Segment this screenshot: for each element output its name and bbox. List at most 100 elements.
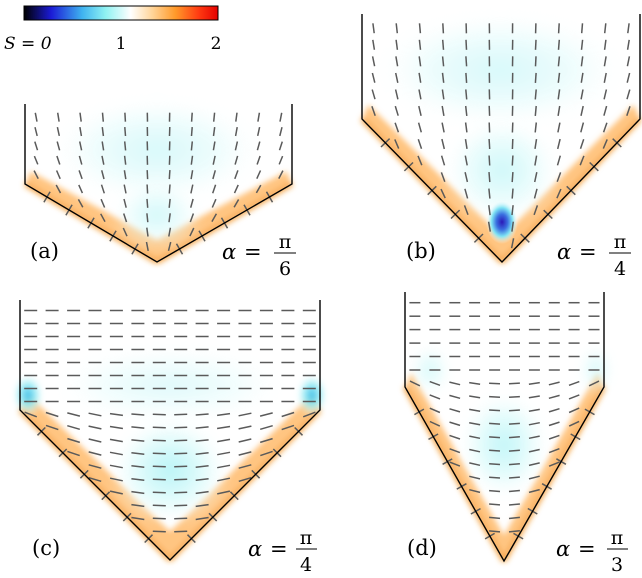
director-b xyxy=(603,72,607,83)
director-b xyxy=(394,72,399,83)
director-a xyxy=(56,155,61,165)
director-b xyxy=(533,205,539,216)
director-d xyxy=(568,407,580,414)
director-c xyxy=(259,437,273,444)
director-b xyxy=(465,89,468,100)
director-c xyxy=(67,412,81,417)
director-d xyxy=(449,434,461,440)
director-b xyxy=(465,39,468,50)
director-a xyxy=(100,184,106,194)
director-a xyxy=(146,184,149,194)
director-b xyxy=(465,72,468,83)
director-a xyxy=(190,155,194,165)
director-d xyxy=(469,448,481,453)
director-a xyxy=(78,155,83,165)
director-d xyxy=(469,488,481,494)
director-a xyxy=(79,112,82,122)
director-c xyxy=(195,477,209,482)
director-c xyxy=(88,438,102,443)
director-c xyxy=(88,476,102,483)
director-c xyxy=(238,476,252,483)
director-d xyxy=(409,380,421,387)
rim-left-a xyxy=(25,171,157,262)
director-b xyxy=(626,39,630,50)
director-c xyxy=(238,451,252,456)
panel-a: (a) α = π 6 xyxy=(23,95,296,280)
director-a xyxy=(279,112,283,122)
director-b xyxy=(534,39,537,50)
director-c xyxy=(88,412,102,417)
director-a xyxy=(278,170,284,179)
director-d xyxy=(449,408,461,413)
director-a xyxy=(79,126,83,137)
alpha-denominator-d: 3 xyxy=(611,554,623,576)
director-a xyxy=(256,155,261,165)
director-b xyxy=(626,72,631,83)
director-b xyxy=(557,39,561,50)
director-d xyxy=(508,382,520,385)
director-c xyxy=(238,438,252,443)
director-a xyxy=(123,198,127,208)
corner-defect-c-1 xyxy=(296,373,328,417)
alpha-numerator-c: π xyxy=(300,527,313,549)
director-a xyxy=(100,213,106,223)
director-a xyxy=(77,199,84,208)
director-a xyxy=(168,170,171,180)
director-d xyxy=(528,381,540,385)
director-a xyxy=(256,126,261,137)
director-a xyxy=(100,198,106,208)
director-d xyxy=(469,475,481,480)
alpha-denominator-b: 4 xyxy=(614,258,626,280)
director-c xyxy=(281,424,295,431)
order-parameter-field-a xyxy=(23,95,294,264)
director-c xyxy=(195,426,209,429)
director-c xyxy=(45,424,59,431)
alpha-denominator-a: 6 xyxy=(279,258,291,280)
director-c xyxy=(152,517,166,520)
director-a xyxy=(233,199,240,208)
director-b xyxy=(488,172,491,183)
director-d xyxy=(449,421,461,427)
director-c xyxy=(174,491,188,494)
director-b xyxy=(394,105,399,116)
container-wall-d xyxy=(404,292,605,563)
director-b xyxy=(580,89,584,100)
director-d xyxy=(469,381,481,385)
director-b xyxy=(627,23,630,34)
director-a xyxy=(78,184,84,194)
director-b xyxy=(417,155,423,166)
director-c xyxy=(131,490,145,495)
alpha-symbol-d: α xyxy=(556,537,570,561)
director-d xyxy=(469,435,481,440)
director-b xyxy=(488,138,491,150)
director-b xyxy=(511,221,515,232)
director-c xyxy=(152,478,166,481)
order-parameter-field-d xyxy=(403,345,612,562)
director-c xyxy=(281,411,295,418)
director-b xyxy=(557,23,560,34)
director-d xyxy=(548,461,560,467)
director-c xyxy=(109,412,124,417)
director-c xyxy=(195,503,209,508)
director-b xyxy=(557,72,561,83)
director-c xyxy=(217,451,231,456)
director-a xyxy=(56,112,60,122)
director-a xyxy=(256,141,261,151)
director-b xyxy=(371,89,376,100)
low-order-region-b-1 xyxy=(442,115,562,225)
director-c xyxy=(238,464,252,469)
director-d xyxy=(449,394,461,400)
director-d xyxy=(489,503,501,506)
director-b xyxy=(372,23,375,34)
director-d xyxy=(548,421,560,427)
director-b xyxy=(394,89,399,100)
director-field-a xyxy=(33,112,284,255)
director-a xyxy=(123,155,127,165)
director-d xyxy=(508,476,520,479)
director-b xyxy=(580,39,584,50)
director-b xyxy=(441,122,445,133)
director-a xyxy=(146,213,149,223)
director-c xyxy=(67,437,81,444)
director-d xyxy=(489,530,501,533)
alpha-equals-b: = xyxy=(579,240,597,264)
